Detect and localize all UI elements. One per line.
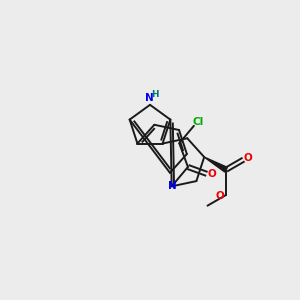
Text: N: N — [169, 181, 177, 191]
Polygon shape — [204, 157, 227, 172]
Text: H: H — [152, 90, 159, 99]
Text: O: O — [216, 191, 224, 201]
Text: O: O — [244, 153, 252, 163]
Text: Cl: Cl — [193, 117, 204, 127]
Text: N: N — [145, 93, 154, 103]
Text: O: O — [208, 169, 217, 179]
